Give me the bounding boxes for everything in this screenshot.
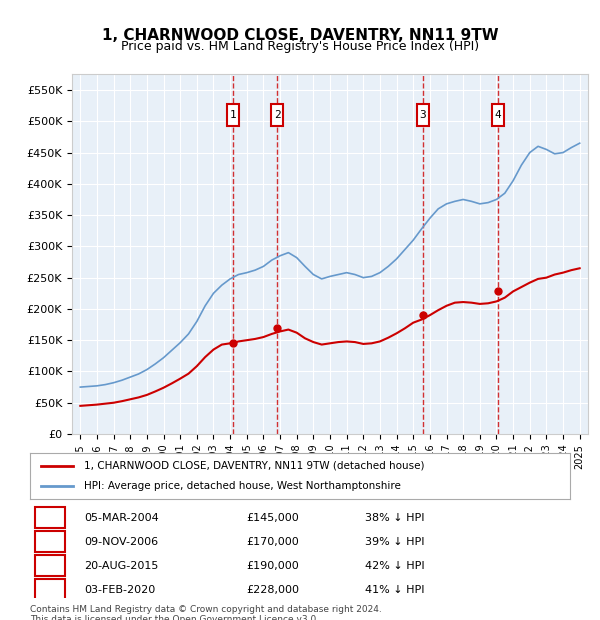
Text: 39% ↓ HPI: 39% ↓ HPI: [365, 536, 424, 547]
FancyBboxPatch shape: [492, 104, 503, 126]
Text: 38% ↓ HPI: 38% ↓ HPI: [365, 513, 424, 523]
Text: 1: 1: [47, 513, 53, 523]
FancyBboxPatch shape: [35, 579, 65, 600]
Text: 41% ↓ HPI: 41% ↓ HPI: [365, 585, 424, 595]
Text: 1, CHARNWOOD CLOSE, DAVENTRY, NN11 9TW: 1, CHARNWOOD CLOSE, DAVENTRY, NN11 9TW: [101, 28, 499, 43]
FancyBboxPatch shape: [35, 555, 65, 576]
Text: HPI: Average price, detached house, West Northamptonshire: HPI: Average price, detached house, West…: [84, 481, 401, 491]
Text: £145,000: £145,000: [246, 513, 299, 523]
Text: 05-MAR-2004: 05-MAR-2004: [84, 513, 159, 523]
Text: 42% ↓ HPI: 42% ↓ HPI: [365, 560, 424, 570]
Text: Contains HM Land Registry data © Crown copyright and database right 2024.
This d: Contains HM Land Registry data © Crown c…: [30, 604, 382, 620]
FancyBboxPatch shape: [35, 531, 65, 552]
Text: 3: 3: [419, 110, 427, 120]
Text: 1: 1: [230, 110, 236, 120]
FancyBboxPatch shape: [227, 104, 239, 126]
FancyBboxPatch shape: [417, 104, 429, 126]
Text: 2: 2: [274, 110, 281, 120]
FancyBboxPatch shape: [271, 104, 283, 126]
FancyBboxPatch shape: [35, 507, 65, 528]
Text: 09-NOV-2006: 09-NOV-2006: [84, 536, 158, 547]
Text: 4: 4: [47, 585, 53, 595]
Text: 1, CHARNWOOD CLOSE, DAVENTRY, NN11 9TW (detached house): 1, CHARNWOOD CLOSE, DAVENTRY, NN11 9TW (…: [84, 461, 425, 471]
Text: £170,000: £170,000: [246, 536, 299, 547]
Text: Price paid vs. HM Land Registry's House Price Index (HPI): Price paid vs. HM Land Registry's House …: [121, 40, 479, 53]
Text: 03-FEB-2020: 03-FEB-2020: [84, 585, 155, 595]
Text: £190,000: £190,000: [246, 560, 299, 570]
Text: 4: 4: [494, 110, 501, 120]
Text: 3: 3: [47, 560, 53, 570]
Text: 2: 2: [47, 536, 53, 547]
Text: £228,000: £228,000: [246, 585, 299, 595]
Text: 20-AUG-2015: 20-AUG-2015: [84, 560, 158, 570]
